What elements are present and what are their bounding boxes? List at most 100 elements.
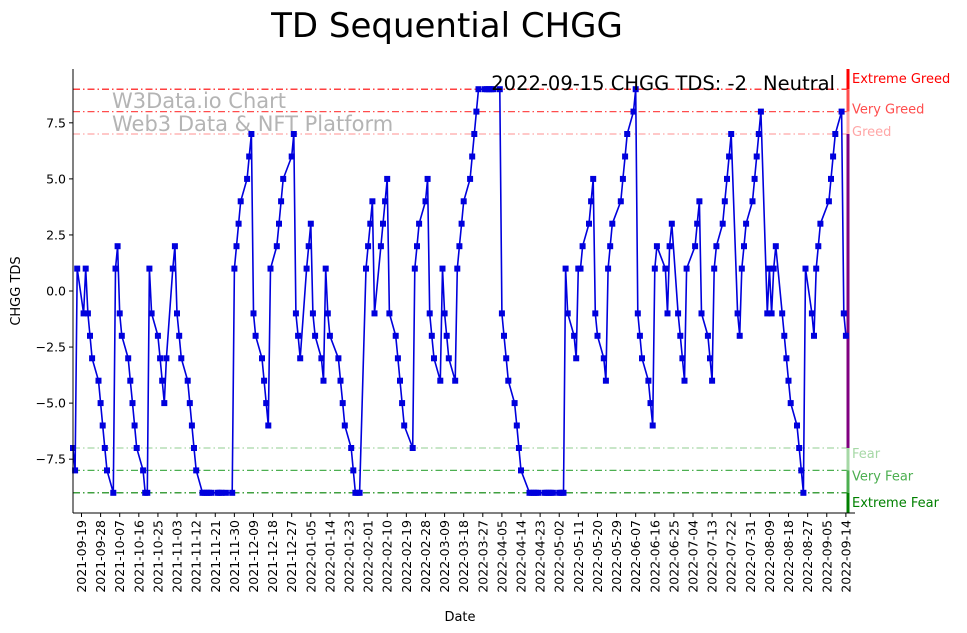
- data-point: [830, 153, 837, 160]
- data-point: [397, 377, 403, 384]
- x-tick-label: 2022-05-29: [609, 520, 624, 593]
- data-point: [371, 310, 378, 317]
- data-point: [324, 310, 331, 317]
- y-axis-label: CHGG TDS: [9, 256, 24, 325]
- data-point: [382, 198, 389, 205]
- data-point: [129, 400, 136, 407]
- x-tick-label: 2022-06-25: [666, 520, 681, 593]
- data-point: [114, 243, 121, 250]
- data-point: [208, 489, 214, 496]
- series-line: [72, 88, 847, 494]
- x-tick-label: 2021-11-03: [170, 520, 185, 593]
- x-tick-label: 2022-02-28: [418, 520, 433, 593]
- data-point: [764, 310, 771, 317]
- data-point: [515, 445, 522, 451]
- data-point: [184, 377, 191, 384]
- data-point: [87, 332, 93, 339]
- data-point: [244, 175, 251, 182]
- data-point: [305, 243, 312, 250]
- data-point: [339, 400, 346, 407]
- x-tick-label: 2022-05-02: [552, 520, 567, 593]
- data-point: [696, 198, 703, 205]
- data-point: [445, 355, 452, 362]
- data-point: [766, 265, 773, 272]
- x-tick-label: 2021-11-12: [189, 520, 204, 593]
- x-tick-label: 2022-04-14: [514, 520, 529, 593]
- data-point: [154, 332, 161, 339]
- data-point: [749, 198, 756, 205]
- data-point: [779, 310, 786, 317]
- data-point: [188, 422, 195, 429]
- data-point: [424, 175, 431, 182]
- y-tick-label: 0.0: [46, 284, 66, 299]
- x-tick-label: 2022-02-19: [399, 520, 414, 593]
- data-point: [193, 467, 200, 474]
- data-point: [456, 243, 463, 250]
- x-tick-label: 2022-02-01: [361, 520, 376, 593]
- data-point: [513, 422, 520, 429]
- data-point: [144, 489, 151, 496]
- data-point: [176, 332, 183, 339]
- data-point: [125, 355, 132, 362]
- data-point: [218, 489, 225, 496]
- data-point: [104, 467, 110, 474]
- data-point: [399, 400, 406, 407]
- data-point: [802, 265, 809, 272]
- data-point: [233, 243, 240, 250]
- data-point: [303, 265, 310, 272]
- x-tick-label: 2022-03-18: [456, 520, 471, 593]
- data-point: [89, 355, 96, 362]
- data-point: [99, 422, 106, 429]
- reference-label-fear: Fear: [852, 447, 881, 462]
- data-point: [783, 355, 790, 362]
- x-tick-label: 2021-09-19: [74, 520, 89, 593]
- x-tick-label: 2022-05-11: [571, 520, 586, 593]
- data-point: [501, 332, 507, 339]
- data-point: [798, 467, 805, 474]
- data-point: [348, 445, 355, 451]
- data-point: [562, 265, 569, 272]
- data-point: [698, 310, 705, 317]
- data-point: [454, 265, 461, 272]
- x-tick-label: 2022-03-09: [437, 520, 452, 593]
- data-point: [140, 467, 147, 474]
- data-point: [755, 131, 762, 137]
- y-tick-label: 5.0: [46, 171, 66, 186]
- data-point: [276, 220, 282, 227]
- y-ticks: −7.5 −5.0 −2.5 0.0 2.5 5.0 7.5: [36, 115, 73, 467]
- data-point: [473, 108, 480, 115]
- data-point: [632, 86, 639, 93]
- data-point: [460, 198, 467, 205]
- data-point: [636, 332, 643, 339]
- data-point: [335, 355, 342, 362]
- data-point: [602, 377, 609, 384]
- data-point: [624, 131, 631, 137]
- data-point: [709, 377, 716, 384]
- x-tick-label: 2021-10-16: [131, 520, 146, 593]
- data-point: [161, 400, 168, 407]
- data-point: [280, 175, 287, 182]
- data-point: [431, 355, 437, 362]
- x-tick-label: 2022-01-23: [342, 520, 357, 593]
- x-tick-label: 2022-07-13: [705, 520, 720, 593]
- data-point: [681, 377, 688, 384]
- data-point: [772, 243, 779, 250]
- data-point: [290, 131, 297, 137]
- x-tick-label: 2022-06-16: [647, 520, 662, 593]
- data-point: [409, 445, 416, 451]
- data-point: [74, 265, 81, 272]
- data-point: [267, 265, 274, 272]
- data-point: [458, 220, 465, 227]
- data-point: [751, 175, 758, 182]
- x-tick-label: 2021-10-07: [112, 520, 127, 593]
- data-point: [326, 332, 333, 339]
- data-point: [811, 332, 817, 339]
- data-point: [365, 243, 372, 250]
- y-tick-label: 7.5: [46, 115, 66, 130]
- data-point: [101, 445, 108, 451]
- data-point: [511, 400, 518, 407]
- data-point: [426, 310, 433, 317]
- data-point: [84, 310, 91, 317]
- data-point: [428, 332, 435, 339]
